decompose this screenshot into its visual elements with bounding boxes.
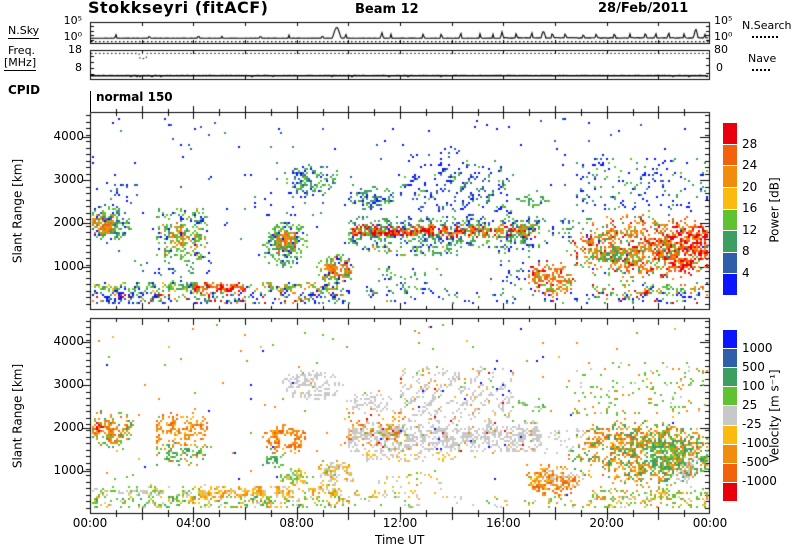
power-yaxis-title: Slant Range [km] — [10, 158, 25, 264]
xtick-label: 04:00 — [176, 516, 211, 530]
ytick-label-power: 3000 — [53, 172, 84, 187]
colorbar-tick-label: 20 — [742, 179, 758, 194]
colorbar-tick-label: 24 — [742, 158, 758, 172]
station-title: Stokkseyri (fitACF) — [88, 0, 269, 17]
freq-ytick-bottom: 8 — [75, 61, 82, 74]
xtick-label: 08:00 — [279, 516, 314, 530]
nsearch-dotted-line-sample — [752, 36, 778, 38]
ytick-label-velocity: 2000 — [53, 420, 84, 435]
ytick-label-velocity: 1000 — [53, 463, 84, 478]
colorbar-segment — [723, 209, 737, 231]
freq-ytick-top: 18 — [68, 43, 82, 56]
ytick-label-power: 2000 — [53, 215, 84, 230]
colorbar-tick-label: -25 — [742, 417, 762, 431]
xtick-label: 00:00 — [692, 516, 728, 530]
colorbar-tick-label: 8 — [742, 244, 750, 258]
colorbar-segment — [723, 274, 737, 295]
colorbar-tick-label: -100 — [742, 436, 770, 450]
colorbar-segment — [723, 349, 737, 368]
colorbar-segment — [723, 252, 737, 274]
ytick-label-power: 1000 — [53, 258, 84, 273]
velocity-yaxis-title: Slant Range [km] — [10, 363, 25, 469]
colorbar-tick-label: 100 — [742, 379, 765, 393]
colorbar-tick-label: 500 — [742, 360, 765, 374]
xtick-label: 12:00 — [382, 516, 418, 530]
beam-label: Beam 12 — [355, 2, 419, 17]
freq-label: Freq. — [8, 44, 36, 57]
colorbar-segment — [723, 368, 737, 387]
colorbar-segment — [723, 231, 737, 252]
velocity-colorbar — [723, 330, 737, 501]
colorbar-segment — [723, 444, 737, 463]
ytick-label-power: 4000 — [53, 128, 84, 143]
colorbar-tick-label: 12 — [742, 222, 758, 237]
colorbar-segment — [723, 187, 737, 209]
nave-ytick-bottom: 0 — [716, 61, 723, 74]
freq-units-label: [MHz] — [4, 56, 37, 71]
colorbar-segment — [723, 166, 737, 187]
colorbar-segment — [723, 482, 737, 501]
date-label: 28/Feb/2011 — [598, 1, 689, 16]
colorbar-tick-label: 1000 — [742, 341, 773, 355]
colorbar-tick-label: -1000 — [742, 474, 777, 488]
colorbar-segment — [723, 406, 737, 425]
colorbar-segment — [723, 425, 737, 444]
ytick-label-velocity: 3000 — [53, 377, 84, 392]
colorbar-segment — [723, 330, 737, 349]
time-axis-title: Time UT — [375, 533, 425, 547]
colorbar-segment — [723, 123, 737, 144]
ytick-label-velocity: 4000 — [53, 334, 84, 349]
noise-ytick-top: 10⁵ — [63, 14, 82, 27]
nsky-solid-line-sample: N.Sky — [8, 24, 40, 39]
noise-right-ytick-top: 10⁵ — [714, 14, 733, 27]
colorbar-tick-label: 28 — [742, 136, 758, 151]
colorbar-segment — [723, 463, 737, 482]
cpid-start-tick — [90, 91, 91, 112]
colorbar-segment — [723, 144, 737, 166]
nsky-label: N.Sky — [8, 24, 40, 39]
xtick-label: 16:00 — [486, 516, 521, 530]
velocity-colorbar-title: Velocity [m s⁻¹] — [767, 369, 782, 463]
noise-right-ytick-bottom: 10⁰ — [714, 30, 733, 43]
power-colorbar — [723, 123, 737, 295]
freq-solid-line-sample: [MHz] — [4, 56, 37, 71]
noise-ytick-bottom: 10⁰ — [63, 30, 82, 43]
cpid-value: normal 150 — [96, 90, 173, 104]
xtick-label: 00:00 — [72, 516, 108, 530]
cpid-label: CPID — [8, 83, 41, 97]
colorbar-segment — [723, 387, 737, 406]
colorbar-tick-label: 16 — [742, 201, 758, 215]
xtick-label: 20:00 — [589, 516, 624, 530]
colorbar-tick-label: 25 — [742, 398, 758, 412]
nsearch-label: N.Search — [742, 19, 792, 32]
nave-ytick-top: 80 — [714, 43, 728, 56]
colorbar-tick-label: 4 — [742, 265, 750, 280]
nave-dotted-line-sample — [752, 69, 770, 71]
power-colorbar-title: Power [dB] — [767, 177, 782, 243]
colorbar-tick-label: -500 — [742, 455, 770, 469]
nave-label: Nave — [748, 52, 777, 65]
